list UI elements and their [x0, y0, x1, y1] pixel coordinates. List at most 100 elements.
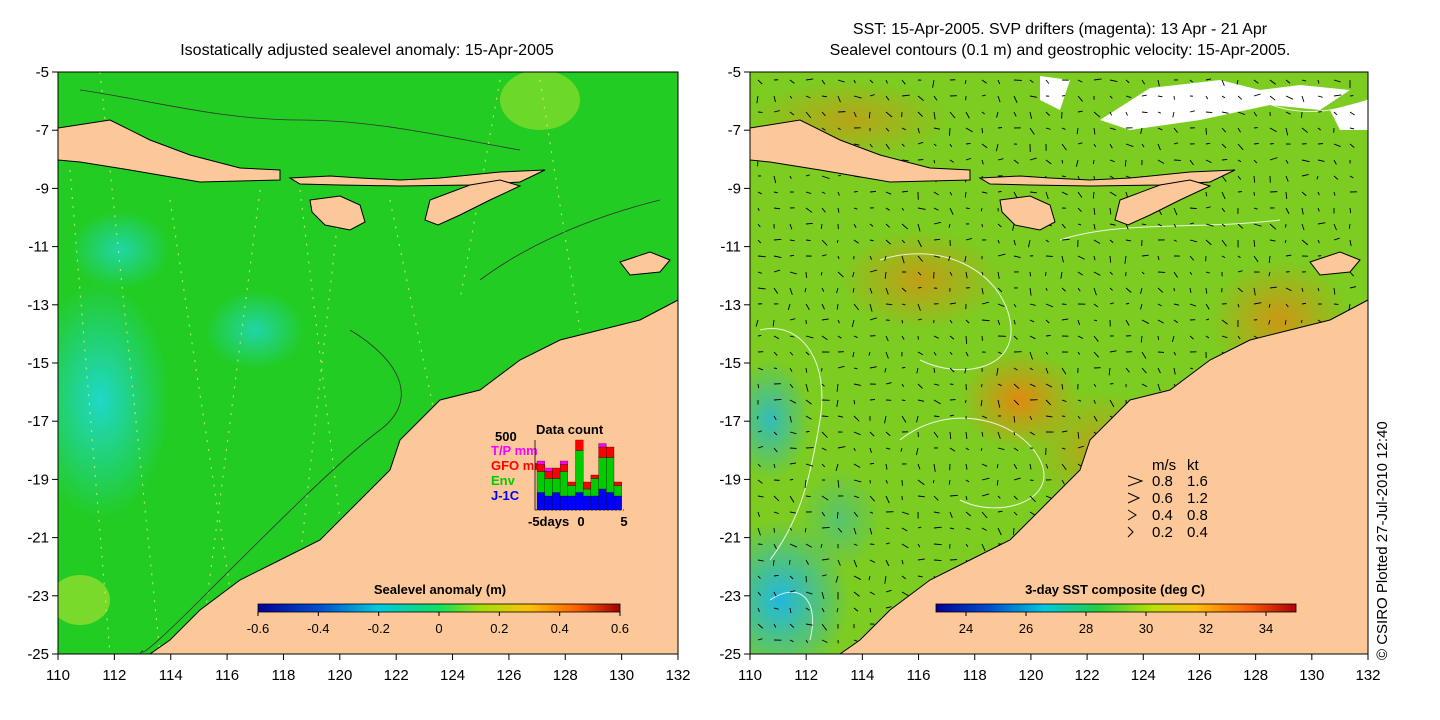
velocity-vector	[773, 367, 778, 370]
velocity-vector	[1125, 79, 1130, 84]
velocity-vector	[1237, 159, 1242, 163]
velocity-vector	[900, 447, 903, 452]
data-count-bar-j1c	[606, 492, 615, 511]
velocity-vector	[853, 383, 861, 386]
velocity-vector	[853, 607, 859, 612]
velocity-vector	[805, 399, 812, 405]
velocity-vector	[1269, 143, 1274, 145]
velocity-vector	[821, 239, 828, 246]
velocity-vector	[853, 527, 857, 535]
velocity-vector	[805, 271, 808, 278]
velocity-vector	[853, 447, 856, 452]
velocity-vector	[821, 558, 830, 561]
velocity-vector	[853, 495, 860, 499]
velocity-vector	[1317, 239, 1320, 244]
velocity-vector	[1285, 79, 1291, 84]
velocity-vector	[917, 95, 924, 102]
velocity-vector	[789, 607, 792, 614]
velocity-vector	[773, 191, 778, 194]
velocity-vector	[1061, 447, 1066, 450]
velocity-vector	[837, 255, 840, 260]
velocity-vector	[1172, 111, 1175, 118]
velocity-vector	[997, 239, 1000, 244]
velocity-vector	[901, 335, 905, 340]
data-count-bars	[536, 439, 622, 511]
velocity-vector	[837, 365, 845, 369]
velocity-vector	[1173, 239, 1177, 242]
velocity-vector	[1173, 351, 1177, 356]
velocity-vector	[757, 623, 764, 629]
velocity-vector	[1061, 287, 1066, 292]
velocity-vector	[1077, 79, 1083, 83]
velocity-vector	[901, 239, 906, 244]
velocity-vector	[1109, 302, 1114, 305]
data-count-bar-j1c	[613, 495, 622, 511]
velocity-vector	[933, 399, 941, 405]
velocity-vector	[1045, 319, 1050, 324]
velocity-vector	[1093, 255, 1096, 261]
velocity-vector	[964, 79, 967, 84]
velocity-key-header-ms: m/s	[1152, 457, 1176, 474]
velocity-vector	[773, 335, 780, 340]
velocity-key-header-kt: kt	[1187, 457, 1200, 474]
velocity-vector	[837, 415, 844, 418]
velocity-vector	[1317, 79, 1320, 84]
velocity-vector	[1269, 223, 1277, 230]
velocity-vector	[949, 319, 953, 324]
velocity-vector	[997, 447, 1005, 451]
velocity-vector	[1221, 175, 1227, 182]
velocity-vector	[933, 207, 939, 211]
velocity-vector	[997, 383, 1002, 387]
right-lat-tick-label: -17	[719, 413, 741, 430]
left-lat-tick-label: -9	[36, 180, 49, 197]
velocity-vector	[1045, 159, 1052, 165]
velocity-vector	[821, 607, 825, 613]
velocity-vector	[885, 95, 890, 101]
velocity-vector	[1141, 79, 1146, 85]
velocity-vector	[1221, 158, 1228, 161]
velocity-vector	[997, 431, 1001, 439]
velocity-vector	[1125, 95, 1132, 99]
data-count-legend-item: Env	[491, 473, 516, 488]
velocity-vector	[820, 543, 823, 548]
velocity-vector	[1061, 479, 1065, 485]
velocity-vector	[965, 207, 970, 210]
velocity-vector	[773, 398, 782, 401]
velocity-vector	[1221, 143, 1227, 149]
colorbar-tick-label: -0.4	[307, 621, 329, 636]
velocity-vector	[1173, 367, 1176, 375]
velocity-vector	[835, 463, 839, 472]
velocity-vector	[1237, 255, 1241, 259]
velocity-vector	[917, 141, 924, 145]
left-lat-tick-label: -13	[27, 297, 49, 314]
velocity-vector	[1157, 159, 1165, 164]
velocity-vector	[965, 351, 969, 357]
velocity-vector	[1141, 383, 1148, 388]
velocity-vector	[933, 238, 941, 241]
velocity-vector	[1077, 399, 1082, 402]
velocity-vector	[965, 479, 970, 483]
velocity-vector	[869, 607, 872, 613]
velocity-vector	[1349, 207, 1352, 214]
velocity-vector	[885, 589, 892, 593]
left-lat-tick-label: -15	[27, 355, 49, 372]
velocity-vector	[965, 511, 972, 517]
velocity-vector	[837, 559, 841, 566]
velocity-vector	[917, 526, 922, 529]
velocity-vector	[981, 127, 984, 134]
velocity-vector	[853, 511, 859, 518]
velocity-vector	[837, 174, 842, 177]
velocity-vector	[1045, 415, 1053, 418]
velocity-vector	[884, 271, 887, 279]
velocity-vector	[851, 319, 855, 328]
velocity-vector	[805, 111, 812, 119]
velocity-vector	[1013, 399, 1020, 406]
velocity-vector	[949, 494, 958, 497]
velocity-vector	[1253, 302, 1262, 305]
velocity-vector	[1253, 79, 1259, 84]
velocity-vector	[1301, 159, 1310, 163]
velocity-vector	[1205, 191, 1208, 197]
left-lat-tick-label: -25	[27, 646, 49, 663]
velocity-vector	[1061, 223, 1066, 229]
velocity-vector	[757, 271, 762, 274]
